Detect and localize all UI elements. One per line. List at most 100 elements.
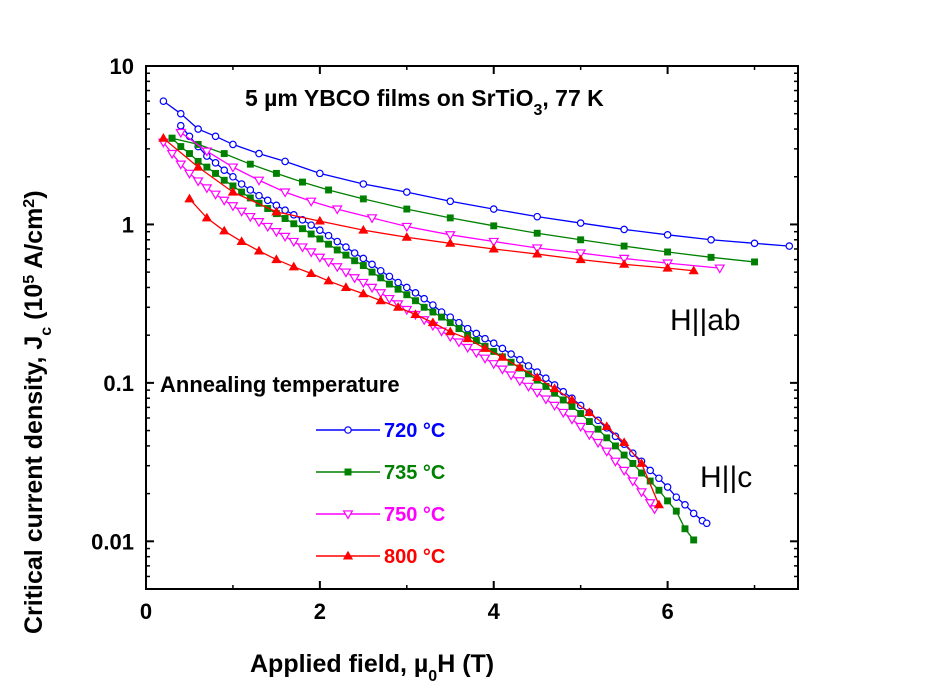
data-point — [262, 222, 274, 233]
y-axis-title: Critical current density, Jc (105 A/cm2) — [20, 190, 55, 634]
data-point — [220, 150, 228, 158]
data-point — [663, 483, 672, 491]
legend-title: Annealing temperature — [160, 372, 400, 397]
data-point — [505, 371, 517, 381]
data-point — [629, 460, 637, 467]
x-tick-label: 2 — [314, 599, 326, 624]
data-point — [488, 237, 500, 248]
data-point — [542, 374, 550, 383]
data-point — [357, 278, 369, 289]
data-point — [272, 169, 280, 177]
legend-item: 735 °C — [316, 462, 445, 484]
data-point — [479, 343, 491, 352]
data-point — [664, 497, 672, 505]
data-point — [576, 219, 585, 227]
data-point — [375, 289, 387, 299]
data-point — [377, 274, 385, 282]
data-point — [445, 326, 456, 336]
data-point — [194, 125, 202, 133]
data-point — [611, 432, 620, 441]
data-point — [594, 425, 602, 433]
data-point — [305, 197, 317, 207]
data-point — [601, 447, 613, 457]
data-point — [496, 365, 508, 375]
legend-label: 750 °C — [384, 504, 445, 526]
data-point — [255, 149, 263, 158]
data-point — [489, 205, 498, 213]
data-point — [333, 237, 342, 246]
data-point — [585, 418, 593, 425]
legend-label: 720 °C — [384, 420, 445, 442]
data-point — [514, 362, 525, 371]
data-point — [211, 132, 220, 141]
data-point — [184, 169, 195, 179]
data-point — [306, 268, 317, 277]
y-tick-label: 0.01 — [91, 529, 134, 554]
data-point — [472, 329, 481, 338]
plot-frame — [145, 65, 799, 590]
data-point — [349, 274, 361, 284]
legend-item: 800 °C — [316, 546, 445, 568]
data-point — [244, 212, 256, 223]
data-point — [636, 458, 647, 467]
x-axis-title: Applied field, µ0H (T) — [250, 650, 494, 685]
series-line — [162, 141, 656, 510]
data-point — [619, 437, 630, 447]
data-point — [358, 288, 369, 298]
data-point — [201, 212, 212, 222]
data-point — [438, 313, 446, 321]
data-point — [444, 231, 456, 241]
data-point — [166, 149, 178, 160]
data-point — [455, 318, 463, 327]
data-point — [429, 308, 437, 316]
data-point — [470, 349, 482, 359]
data-point — [410, 309, 421, 319]
data-point — [751, 258, 758, 266]
data-point — [359, 254, 368, 263]
data-point — [220, 176, 228, 184]
data-point — [566, 394, 578, 404]
series-line — [162, 137, 694, 272]
data-point — [203, 163, 211, 171]
data-point — [263, 196, 272, 205]
data-point — [271, 254, 282, 264]
data-point — [557, 408, 569, 419]
data-point — [359, 262, 367, 270]
data-point — [403, 205, 411, 213]
data-point — [638, 469, 645, 477]
data-point — [227, 202, 239, 212]
data-point — [299, 225, 306, 233]
data-point — [575, 422, 587, 433]
data-point — [305, 248, 317, 258]
data-point — [490, 222, 498, 230]
data-point — [159, 97, 168, 105]
data-point — [366, 283, 378, 294]
data-point — [618, 466, 630, 477]
legend-item: 750 °C — [316, 504, 445, 526]
data-point — [702, 519, 711, 528]
data-point — [533, 212, 542, 221]
data-point — [281, 157, 289, 166]
data-point — [514, 377, 526, 387]
data-point — [316, 235, 324, 243]
data-point — [532, 372, 543, 382]
data-point — [549, 383, 560, 393]
data-point — [236, 236, 247, 246]
data-point — [271, 206, 282, 216]
axis-ticks: 0 2 4 6 0.01 0.1 1 10 — [91, 54, 798, 624]
data-point — [707, 235, 715, 244]
data-point — [340, 282, 352, 291]
data-point — [681, 500, 689, 509]
data-point — [611, 442, 619, 450]
data-point — [359, 180, 368, 188]
data-point — [707, 253, 715, 261]
data-point — [577, 236, 585, 244]
data-point — [238, 188, 246, 196]
data-point — [331, 205, 343, 215]
data-point — [592, 438, 604, 449]
data-point — [489, 339, 498, 347]
data-point — [481, 334, 489, 343]
data-point — [168, 134, 176, 142]
data-point — [376, 266, 385, 275]
